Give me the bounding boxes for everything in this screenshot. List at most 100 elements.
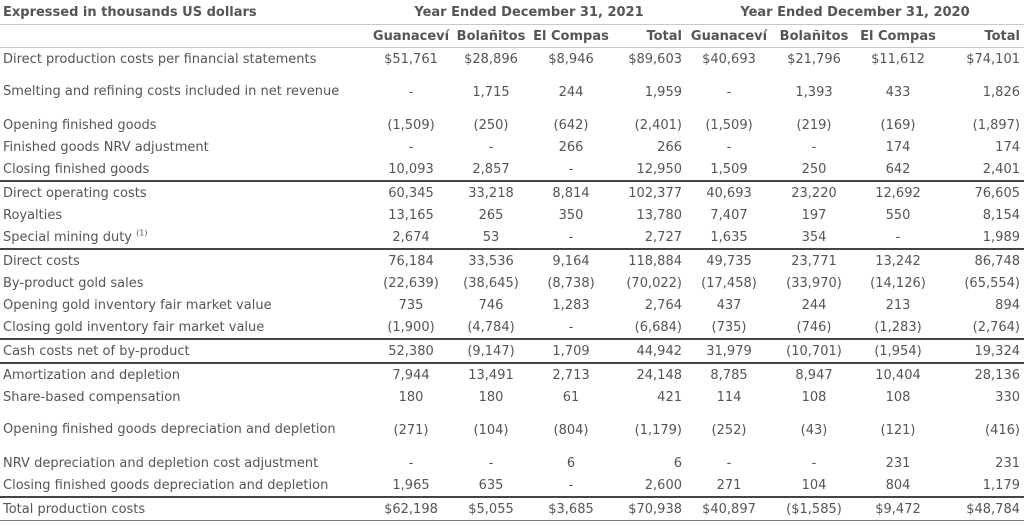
value-cell: 33,218 [450,180,532,204]
value-cell: (1,509) [387,117,435,133]
value-cell: 52,380 [372,338,450,363]
value-cell: 1,965 [392,477,430,493]
value-cell: 1,715 [472,84,510,100]
value-cell: (642) [553,117,589,133]
row-label-text: Finished goods NRV adjustment [3,139,209,155]
value-cell: 19,324 [940,338,1024,363]
value-cell: (70,022) [626,275,682,291]
value-cell: 13,165 [388,207,434,223]
value-cell: (804) [553,422,589,438]
row-label-text: Opening finished goods depreciation and … [3,422,336,437]
value-cell: $70,938 [610,496,686,521]
value-cell: (271) [393,422,429,438]
value-cell: 1,635 [710,229,748,245]
row-label: NRV depreciation and depletion cost adju… [0,452,372,474]
value-cell: 271 [716,477,742,493]
value-cell: - [488,455,494,471]
value-cell: 354 [801,229,827,245]
value-cell: 180 [398,389,424,405]
value-cell: $51,761 [372,47,450,70]
value-cell: 804 [885,477,911,493]
blank-header-cell [0,25,372,48]
value-cell: - [568,229,574,245]
value-cell: 7,407 [710,207,748,223]
value-cell: 114 [716,389,742,405]
value-cell: (65,554) [964,275,1020,291]
row-label-text: Direct production costs per financial st… [3,51,317,67]
row-label: Smelting and refining costs included in … [0,70,372,114]
value-cell: 231 [885,455,911,471]
value-cell: 49,735 [686,248,772,272]
footnote-marker: (1) [136,228,148,238]
row-label-text: Opening gold inventory fair market value [3,297,272,313]
value-cell: 894 [995,297,1020,313]
row-label: Finished goods NRV adjustment [0,136,372,158]
table-row: Direct operating costs 60,345 33,218 8,814 1… [0,180,1024,204]
value-cell: 213 [885,297,911,313]
row-label-text: Cash costs net of by-product [3,343,190,359]
value-cell: (746) [796,319,832,335]
value-cell: 550 [885,207,911,223]
value-cell: $48,784 [940,496,1024,521]
value-cell: $74,101 [940,47,1024,70]
row-label: Opening gold inventory fair market value [0,294,372,316]
value-cell: 244 [801,297,827,313]
value-cell: 197 [801,207,827,223]
value-cell: $11,612 [856,47,940,70]
value-cell: (416) [985,422,1020,438]
value-cell: $62,198 [372,496,450,521]
value-cell: 266 [558,139,584,155]
row-label: Closing finished goods [0,158,372,181]
value-cell: $5,055 [450,496,532,521]
value-cell: (1,900) [387,319,435,335]
value-cell: 10,093 [388,161,434,177]
value-cell: ($1,585) [772,496,856,521]
value-cell: 1,959 [644,84,682,100]
table-row: Opening finished goods (1,509) (250) (642) (… [0,114,1024,136]
value-cell: (43) [800,422,828,438]
value-cell: (33,970) [786,275,842,291]
row-label-text: Share-based compensation [3,389,181,405]
period-2020-header: Year Ended December 31, 2020 [686,0,1024,25]
value-cell: - [811,139,817,155]
row-label-text: Closing finished goods depreciation and … [3,477,329,493]
table-row: Closing gold inventory fair market value… [0,316,1024,339]
value-cell: 174 [995,139,1020,155]
value-cell: (14,126) [870,275,926,291]
row-label-text: By-product gold sales [3,275,144,291]
value-cell: (219) [796,117,832,133]
row-label-text: Closing gold inventory fair market value [3,319,265,335]
value-cell: (1,897) [972,117,1020,133]
row-label-text: Royalties [3,207,63,223]
value-cell: 330 [995,389,1020,405]
table-row: Total production costs $62,198 $5,055 $3,68… [0,496,1024,521]
row-label: Direct costs [0,248,372,272]
value-cell: - [408,84,414,100]
row-label: Cash costs net of by-product [0,338,372,363]
value-cell: 8,814 [532,180,610,204]
value-cell: 244 [558,84,584,100]
value-cell: 13,491 [450,362,532,386]
table-row: Smelting and refining costs included in … [0,70,1024,114]
table-row: Opening gold inventory fair market value… [0,294,1024,316]
value-cell: 8,947 [772,362,856,386]
row-label: Direct operating costs [0,180,372,204]
table-row: Direct production costs per financial st… [0,47,1024,70]
row-label: By-product gold sales [0,272,372,294]
value-cell: - [726,455,732,471]
value-cell: (1,283) [874,319,922,335]
units-label: Expressed in thousands US dollars [0,0,372,25]
value-cell: - [568,161,574,177]
row-label: Direct production costs per financial st… [0,47,372,70]
value-cell: 12,950 [636,161,683,177]
value-cell: 61 [562,389,580,405]
value-cell: 23,220 [772,180,856,204]
value-cell: 421 [657,389,682,405]
table-row: NRV depreciation and depletion cost adju… [0,452,1024,474]
row-label: Amortization and depletion [0,362,372,386]
value-cell: 12,692 [856,180,940,204]
value-cell: 635 [478,477,504,493]
value-cell: 40,693 [686,180,772,204]
value-cell: 1,179 [982,477,1020,493]
value-cell: 437 [716,297,742,313]
